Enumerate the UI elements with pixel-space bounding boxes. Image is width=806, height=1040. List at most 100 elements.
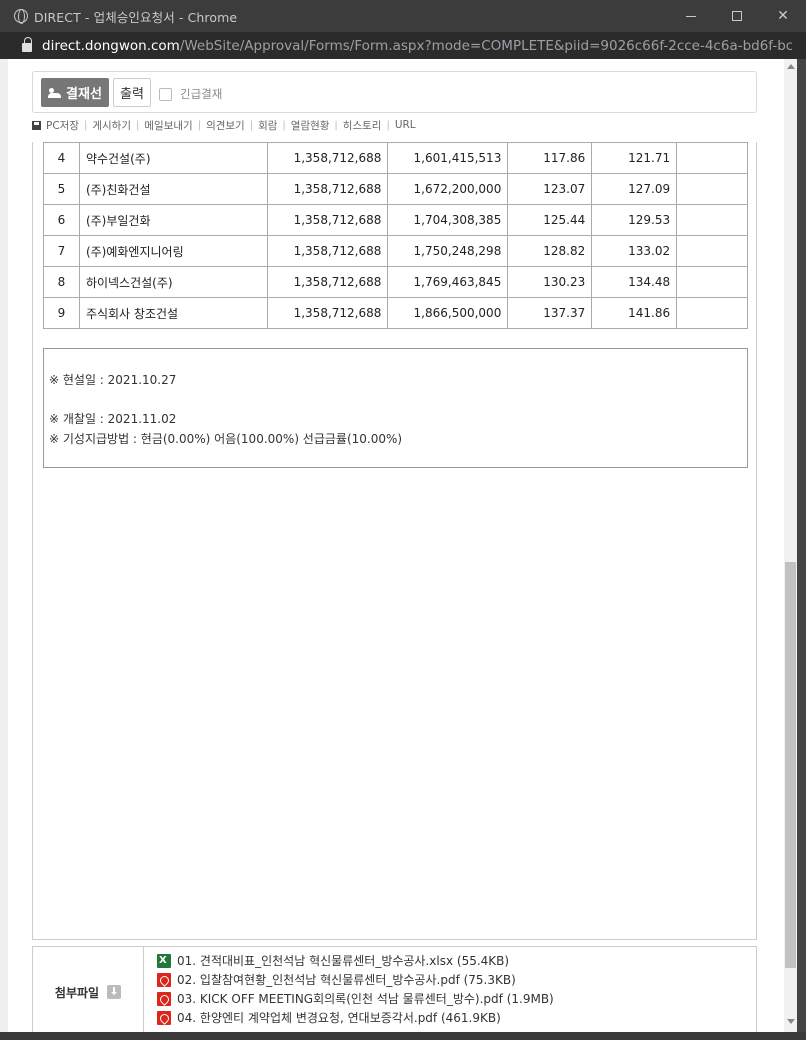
attachment-item[interactable]: 01. 견적대비표_인천석남 혁신물류센터_방수공사.xlsx (55.4KB) — [157, 951, 554, 970]
table-row: 5 (주)친화건설 1,358,712,688 1,672,200,000 12… — [43, 173, 748, 205]
row-number: 6 — [43, 204, 80, 236]
excel-file-icon — [157, 953, 171, 968]
empty-cell — [676, 142, 748, 174]
background-page-edge-right — [797, 59, 806, 1040]
lock-icon — [22, 37, 32, 52]
pdf-file-icon — [157, 1010, 171, 1025]
urgent-approval-checkbox[interactable]: 긴급결재 — [159, 86, 222, 102]
approval-line-label: 결재선 — [66, 87, 102, 102]
close-icon: ✕ — [777, 8, 789, 24]
attachment-name[interactable]: 04. 한양엔티 계약업체 변경요청, 연대보증각서.pdf (461.9KB) — [177, 1011, 501, 1025]
link-post[interactable]: 게시하기 — [92, 119, 131, 132]
link-pc-save[interactable]: PC저장 — [46, 119, 79, 132]
attachment-item[interactable]: 03. KICK OFF MEETING회의록(인천 석남 물류센터_방수).p… — [157, 989, 554, 1008]
company-name: (주)친화건설 — [78, 173, 269, 205]
bid-amount: 1,866,500,000 — [387, 297, 509, 329]
link-separator: | — [386, 119, 390, 131]
company-name: (주)예화엔지니어링 — [78, 235, 269, 267]
link-history[interactable]: 히스토리 — [342, 119, 382, 132]
empty-cell — [676, 173, 748, 205]
company-name: (주)부일건화 — [78, 204, 269, 236]
approval-toolbar: 결재선 출력 긴급결재 — [32, 71, 757, 113]
base-amount: 1,358,712,688 — [267, 235, 389, 267]
urgent-approval-label: 긴급결재 — [180, 87, 223, 101]
link-read-status[interactable]: 열람현황 — [290, 119, 330, 132]
maximize-button[interactable] — [714, 0, 760, 32]
row-number: 5 — [43, 173, 80, 205]
attachment-name[interactable]: 02. 입찰참여현황_인천석남 혁신물류센터_방수공사.pdf (75.3KB) — [177, 973, 516, 987]
save-icon — [32, 120, 41, 130]
document-body: 4 약수건설(주) 1,358,712,688 1,601,415,513 11… — [32, 142, 757, 940]
window-controls: ✕ — [668, 0, 806, 32]
ratio-2: 129.53 — [591, 204, 678, 236]
scroll-down-arrow-icon[interactable] — [787, 1019, 795, 1024]
maximize-icon — [732, 11, 742, 21]
site-briefing-date: ※ 현설일 : 2021.10.27 — [49, 373, 177, 387]
print-button[interactable]: 출력 — [113, 78, 151, 107]
ratio-1: 123.07 — [507, 173, 593, 205]
attachment-item[interactable]: 04. 한양엔티 계약업체 변경요청, 연대보증각서.pdf (461.9KB) — [157, 1008, 554, 1027]
ratio-1: 117.86 — [507, 142, 593, 174]
approval-line-button[interactable]: 결재선 — [41, 78, 109, 107]
ratio-1: 125.44 — [507, 204, 593, 236]
attachments-label: 첨부파일 — [54, 985, 100, 1000]
link-circulation[interactable]: 회람 — [258, 119, 278, 132]
row-number: 7 — [43, 235, 80, 267]
url-path: /WebSite/Approval/Forms/Form.aspx?mode=C… — [179, 37, 792, 54]
link-separator: | — [282, 119, 286, 131]
table-row: 4 약수건설(주) 1,358,712,688 1,601,415,513 11… — [43, 142, 748, 174]
link-separator: | — [334, 119, 338, 131]
ratio-2: 141.86 — [591, 297, 678, 329]
link-url[interactable]: URL — [394, 119, 416, 131]
attachments-header: 첨부파일 — [33, 947, 144, 1032]
users-icon — [48, 87, 62, 98]
empty-cell — [676, 204, 748, 236]
scroll-up-arrow-icon[interactable] — [787, 64, 795, 69]
ratio-2: 133.02 — [591, 235, 678, 267]
vertical-scrollbar[interactable] — [784, 59, 797, 1032]
scrollbar-thumb[interactable] — [785, 562, 796, 968]
row-number: 9 — [43, 297, 80, 329]
table-row: 9 주식회사 창조건설 1,358,712,688 1,866,500,000 … — [43, 297, 748, 329]
attachments-section: 첨부파일 01. 견적대비표_인천석남 혁신물류센터_방수공사.xlsx (55… — [32, 946, 757, 1032]
pdf-file-icon — [157, 972, 171, 987]
url-text[interactable]: direct.dongwon.com/WebSite/Approval/Form… — [42, 38, 792, 54]
table-row: 8 하이넥스건설(주) 1,358,712,688 1,769,463,845 … — [43, 266, 748, 298]
ratio-2: 127.09 — [591, 173, 678, 205]
window-title: DIRECT - 업체승인요청서 - Chrome — [34, 9, 238, 25]
minimize-icon — [686, 15, 696, 17]
empty-cell — [676, 266, 748, 298]
download-all-icon[interactable] — [107, 985, 122, 999]
approval-form-page: 결재선 출력 긴급결재 PC저장 | 게시하기 | 메일보내기 | 의견보기 |… — [8, 59, 797, 1032]
attachment-name[interactable]: 03. KICK OFF MEETING회의록(인천 석남 물류센터_방수).p… — [177, 992, 554, 1006]
window-titlebar: DIRECT - 업체승인요청서 - Chrome ✕ — [0, 0, 806, 32]
attachment-name[interactable]: 01. 견적대비표_인천석남 혁신물류센터_방수공사.xlsx (55.4KB) — [177, 954, 510, 968]
company-name: 주식회사 창조건설 — [78, 297, 269, 329]
url-host: direct.dongwon.com — [42, 37, 180, 54]
attachment-item[interactable]: 02. 입찰참여현황_인천석남 혁신물류센터_방수공사.pdf (75.3KB) — [157, 970, 554, 989]
close-button[interactable]: ✕ — [760, 0, 806, 32]
base-amount: 1,358,712,688 — [267, 204, 389, 236]
pdf-file-icon — [157, 991, 171, 1006]
address-bar[interactable]: direct.dongwon.com/WebSite/Approval/Form… — [0, 32, 806, 59]
globe-icon — [14, 9, 28, 24]
ratio-2: 134.48 — [591, 266, 678, 298]
spacer — [49, 391, 747, 411]
table-row: 7 (주)예화엔지니어링 1,358,712,688 1,750,248,298… — [43, 235, 748, 267]
base-amount: 1,358,712,688 — [267, 142, 389, 174]
background-page-edge — [0, 59, 8, 1040]
bid-amount: 1,704,308,385 — [387, 204, 509, 236]
bid-amount: 1,769,463,845 — [387, 266, 509, 298]
checkbox-icon[interactable] — [159, 87, 172, 101]
company-name: 약수건설(주) — [78, 142, 269, 174]
ratio-1: 137.37 — [507, 297, 593, 329]
bid-amount: 1,750,248,298 — [387, 235, 509, 267]
base-amount: 1,358,712,688 — [267, 297, 389, 329]
payment-method: ※ 기성지급방법 : 현금(0.00%) 어음(100.00%) 선급금률(10… — [49, 431, 403, 446]
link-send-mail[interactable]: 메일보내기 — [144, 119, 193, 132]
empty-cell — [676, 235, 748, 267]
link-view-comments[interactable]: 의견보기 — [206, 119, 245, 132]
company-name: 하이넥스건설(주) — [78, 266, 269, 298]
ratio-1: 128.82 — [507, 235, 593, 267]
minimize-button[interactable] — [668, 0, 714, 32]
